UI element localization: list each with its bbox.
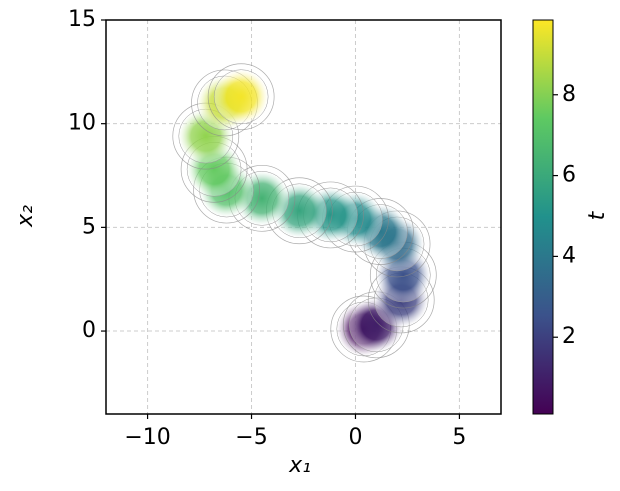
x-axis-label: x₁ bbox=[288, 453, 311, 478]
colorbar-tick-label: 8 bbox=[562, 82, 576, 107]
x-tick-label: −5 bbox=[235, 425, 267, 450]
y-axis-label: x₂ bbox=[13, 205, 38, 228]
y-tick-label: 15 bbox=[68, 7, 96, 32]
reach-set-outline bbox=[207, 63, 275, 131]
x-tick-label: −10 bbox=[124, 425, 170, 450]
y-tick-label: 10 bbox=[68, 111, 96, 136]
colorbar-tick-label: 2 bbox=[562, 324, 576, 349]
colorbar bbox=[532, 19, 554, 415]
colorbar-tick-label: 6 bbox=[562, 163, 576, 188]
y-tick-label: 5 bbox=[82, 214, 96, 239]
y-tick-label: 0 bbox=[82, 318, 96, 343]
colorbar-label: t bbox=[585, 210, 610, 220]
reach-sets bbox=[172, 63, 437, 363]
x-tick-label: 5 bbox=[452, 425, 466, 450]
x-tick-label: 0 bbox=[348, 425, 362, 450]
colorbar-tick-label: 4 bbox=[562, 243, 576, 268]
reach-set bbox=[213, 69, 269, 124]
plot-frame bbox=[105, 19, 502, 415]
